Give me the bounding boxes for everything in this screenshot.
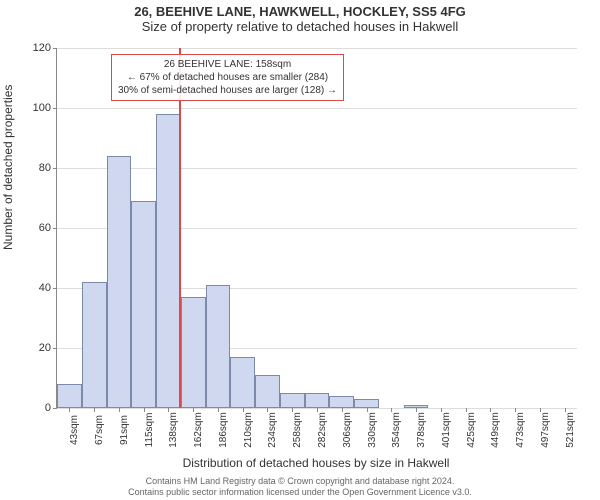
ytick-mark [53, 348, 57, 349]
footer-line: Contains public sector information licen… [0, 487, 600, 498]
y-axis-label: Number of detached properties [1, 85, 15, 250]
histogram-bar [156, 114, 181, 408]
ytick-label: 100 [33, 102, 51, 114]
xtick-label: 330sqm [367, 412, 378, 448]
x-axis-label: Distribution of detached houses by size … [56, 456, 576, 470]
xtick-label: 401sqm [441, 412, 452, 448]
chart-title: 26, BEEHIVE LANE, HAWKWELL, HOCKLEY, SS5… [0, 4, 600, 19]
annotation-line: 30% of semi-detached houses are larger (… [118, 84, 337, 97]
histogram-chart: 26, BEEHIVE LANE, HAWKWELL, HOCKLEY, SS5… [0, 0, 600, 500]
title-block: 26, BEEHIVE LANE, HAWKWELL, HOCKLEY, SS5… [0, 0, 600, 34]
xtick-label: 138sqm [168, 412, 179, 448]
marker-line [179, 48, 181, 408]
xtick-label: 425sqm [466, 412, 477, 448]
ytick-label: 0 [45, 402, 51, 414]
xtick-mark [144, 408, 145, 412]
xtick-label: 67sqm [94, 415, 105, 445]
histogram-bar [107, 156, 132, 408]
xtick-label: 497sqm [540, 412, 551, 448]
histogram-bar [329, 396, 354, 408]
histogram-bar [57, 384, 82, 408]
ytick-label: 20 [39, 342, 51, 354]
xtick-label: 449sqm [490, 412, 501, 448]
xtick-mark [69, 408, 70, 412]
xtick-label: 186sqm [218, 412, 229, 448]
xtick-label: 91sqm [119, 415, 130, 445]
annotation-line: 26 BEEHIVE LANE: 158sqm [118, 58, 337, 71]
xtick-mark [119, 408, 120, 412]
footer: Contains HM Land Registry data © Crown c… [0, 476, 600, 498]
ytick-mark [53, 288, 57, 289]
gridline [57, 168, 577, 169]
xtick-label: 210sqm [243, 412, 254, 448]
histogram-bar [82, 282, 107, 408]
ytick-mark [53, 228, 57, 229]
annotation-box: 26 BEEHIVE LANE: 158sqm ← 67% of detache… [111, 54, 344, 101]
xtick-label: 521sqm [565, 412, 576, 448]
gridline [57, 108, 577, 109]
plot-area: 02040608010012043sqm67sqm91sqm115sqm138s… [56, 48, 577, 409]
ytick-mark [53, 108, 57, 109]
ytick-label: 40 [39, 282, 51, 294]
ytick-mark [53, 48, 57, 49]
xtick-label: 473sqm [515, 412, 526, 448]
gridline [57, 48, 577, 49]
xtick-label: 306sqm [342, 412, 353, 448]
xtick-mark [94, 408, 95, 412]
annotation-line: ← 67% of detached houses are smaller (28… [118, 71, 337, 84]
histogram-bar [181, 297, 206, 408]
xtick-label: 234sqm [267, 412, 278, 448]
histogram-bar [280, 393, 305, 408]
ytick-label: 120 [33, 42, 51, 54]
histogram-bar [305, 393, 330, 408]
histogram-bar [131, 201, 156, 408]
ytick-mark [53, 168, 57, 169]
xtick-label: 162sqm [193, 412, 204, 448]
xtick-label: 258sqm [292, 412, 303, 448]
xtick-label: 282sqm [317, 412, 328, 448]
histogram-bar [230, 357, 255, 408]
histogram-bar [354, 399, 379, 408]
histogram-bar [206, 285, 231, 408]
ytick-mark [53, 408, 57, 409]
xtick-label: 43sqm [69, 415, 80, 445]
ytick-label: 60 [39, 222, 51, 234]
xtick-label: 378sqm [416, 412, 427, 448]
chart-subtitle: Size of property relative to detached ho… [0, 19, 600, 34]
footer-line: Contains HM Land Registry data © Crown c… [0, 476, 600, 487]
xtick-label: 354sqm [391, 412, 402, 448]
histogram-bar [255, 375, 280, 408]
xtick-label: 115sqm [144, 413, 155, 448]
ytick-label: 80 [39, 162, 51, 174]
